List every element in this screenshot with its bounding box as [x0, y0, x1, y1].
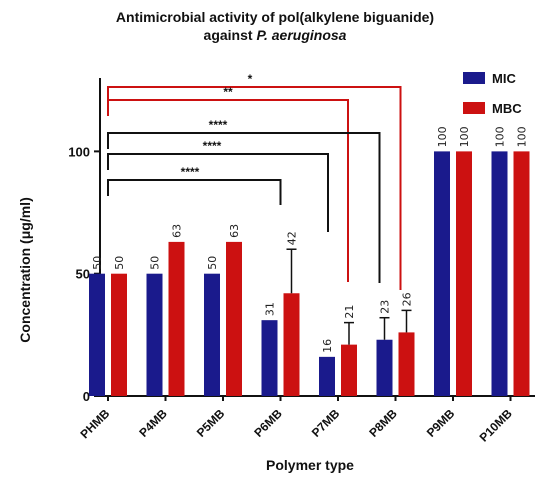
bar	[491, 151, 508, 396]
data-label: 16	[321, 339, 334, 353]
data-label: 42	[286, 231, 299, 245]
chart-title-line1: Antimicrobial activity of pol(alkylene b…	[116, 9, 434, 25]
significance-bracket	[107, 86, 402, 290]
chart-title-prefix: against	[204, 27, 257, 43]
x-tick-label: P5MB	[194, 406, 228, 440]
significance-bracket	[107, 99, 349, 282]
data-label: 100	[494, 126, 507, 147]
legend: MIC MBC	[463, 71, 522, 116]
significance-label: *	[248, 72, 253, 86]
bar	[261, 320, 278, 396]
y-tick-label: 100	[68, 144, 90, 159]
bar	[398, 332, 415, 396]
bar	[513, 151, 530, 396]
bar	[341, 344, 357, 396]
bar	[434, 151, 450, 396]
x-tick-label: P7MB	[309, 406, 343, 440]
bar	[226, 241, 242, 396]
x-tick-label: P8MB	[366, 406, 400, 440]
x-tick-label: PHMB	[77, 406, 112, 441]
significance-bracket	[107, 132, 381, 283]
significance-bracket	[107, 179, 282, 205]
data-label: 23	[379, 300, 392, 314]
x-tick-label: P4MB	[136, 406, 170, 440]
significance-brackets: ***************	[107, 72, 402, 290]
data-label: 100	[436, 126, 449, 147]
bar	[456, 151, 472, 396]
significance-label: ****	[209, 118, 228, 132]
data-label: 50	[149, 256, 162, 270]
significance-bracket	[107, 153, 329, 232]
data-label: 21	[343, 305, 356, 319]
data-label: 63	[228, 224, 241, 238]
bar	[283, 293, 300, 396]
significance-label: ****	[203, 139, 222, 153]
data-label: 100	[458, 126, 471, 147]
significance-label: ****	[181, 165, 200, 179]
bars: 50 50 50 31 16 23 100 100 50 63 63 42 21 26 100 100	[89, 126, 530, 396]
bar	[319, 356, 335, 396]
x-tick-label: P9MB	[424, 406, 458, 440]
data-label: 50	[113, 256, 126, 270]
data-label: 31	[264, 302, 277, 316]
data-label: 50	[206, 256, 219, 270]
chart-title-line2: against P. aeruginosa	[204, 27, 347, 43]
bar	[89, 273, 105, 396]
x-tick-label: P6MB	[251, 406, 285, 440]
y-tick-label: 50	[76, 267, 90, 282]
bar	[146, 273, 163, 396]
data-label: 63	[171, 224, 184, 238]
data-label: 50	[91, 256, 104, 270]
legend-entry: MBC	[492, 101, 522, 116]
y-axis-title: Concentration (μg/ml)	[17, 197, 33, 342]
chart-title-organism: P. aeruginosa	[256, 27, 346, 43]
x-tick-label: P10MB	[477, 406, 515, 444]
significance-label: **	[223, 85, 233, 99]
y-tick-label: 0	[83, 389, 90, 404]
bar	[204, 273, 220, 396]
bar	[376, 339, 393, 396]
data-label: 26	[401, 292, 414, 306]
x-axis-title: Polymer type	[266, 457, 354, 473]
data-label: 100	[516, 126, 529, 147]
legend-entry: MIC	[492, 71, 516, 86]
legend-swatch	[463, 72, 485, 84]
bar	[168, 241, 185, 396]
legend-swatch	[463, 102, 485, 114]
bar	[111, 273, 127, 396]
